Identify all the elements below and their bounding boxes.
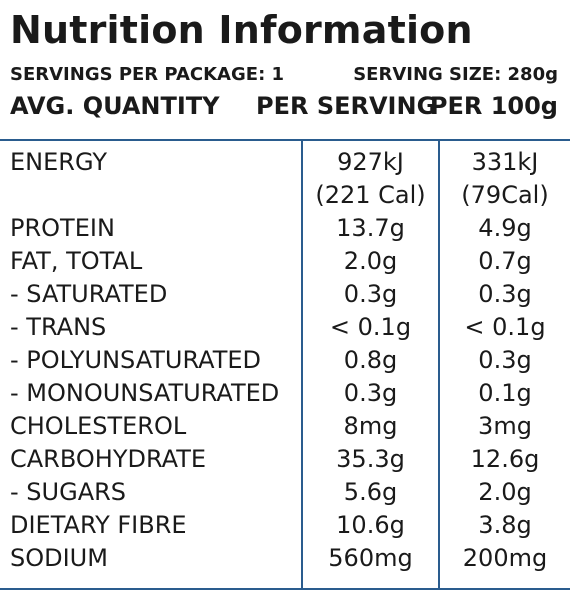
nutrient-name: CHOLESTEROL [10,412,187,440]
per-100g-value: 0.1g [478,379,532,407]
nutrient-name: - TRANS [10,313,107,341]
per-serving-value: < 0.1g [329,313,412,341]
header-per-serving: PER SERVING [256,92,437,120]
nutrient-name: SODIUM [10,544,108,572]
nutrient-name: - MONOUNSATURATED [10,379,280,407]
nutrient-name: - SUGARS [10,478,127,506]
header-avg-quantity: AVG. QUANTITY [10,92,220,120]
per-100g-value: 0.3g [478,280,532,308]
per-serving-value: (221 Cal) [315,181,426,209]
serving-size: SERVING SIZE: 280g [353,64,558,85]
nutrient-name: ENERGY [10,148,108,176]
per-100g-value: < 0.1g [464,313,546,341]
per-serving-value: 2.0g [343,247,398,275]
nutrient-name: - SATURATED [10,280,168,308]
per-serving-value: 10.6g [336,511,405,539]
per-serving-value: 35.3g [336,445,405,473]
per-100g-value: 12.6g [470,445,540,473]
nutrient-name: - POLYUNSATURATED [10,346,262,374]
per-serving-value: 0.8g [343,346,398,374]
nutrient-name: CARBOHYDRATE [10,445,207,473]
per-100g-value: 4.9g [478,214,532,242]
per-serving-value: 13.7g [336,214,405,242]
column-divider-1 [301,141,303,589]
table-bottom-rule [0,588,570,590]
nutrient-name: DIETARY FIBRE [10,511,187,539]
header-per-100g: PER 100g [429,92,558,120]
per-100g-value: 3mg [478,412,532,440]
per-100g-value: 3.8g [478,511,532,539]
nutrient-name: FAT, TOTAL [10,247,143,275]
per-100g-value: 0.7g [478,247,532,275]
per-100g-value: 331kJ [471,148,539,176]
per-100g-value: 2.0g [478,478,532,506]
per-serving-value: 927kJ [337,148,404,176]
servings-per-package: SERVINGS PER PACKAGE: 1 [10,64,285,85]
per-serving-value: 0.3g [343,379,398,407]
per-serving-value: 5.6g [343,478,398,506]
per-100g-value: 0.3g [478,346,532,374]
per-100g-value: 200mg [462,544,548,572]
per-100g-value: (79Cal) [461,181,549,209]
panel-title: Nutrition Information [10,8,473,52]
column-divider-2 [438,141,440,589]
per-serving-value: 8mg [343,412,398,440]
per-serving-value: 560mg [328,544,413,572]
nutrient-name: PROTEIN [10,214,115,242]
per-serving-value: 0.3g [343,280,398,308]
table-top-rule [0,139,570,141]
